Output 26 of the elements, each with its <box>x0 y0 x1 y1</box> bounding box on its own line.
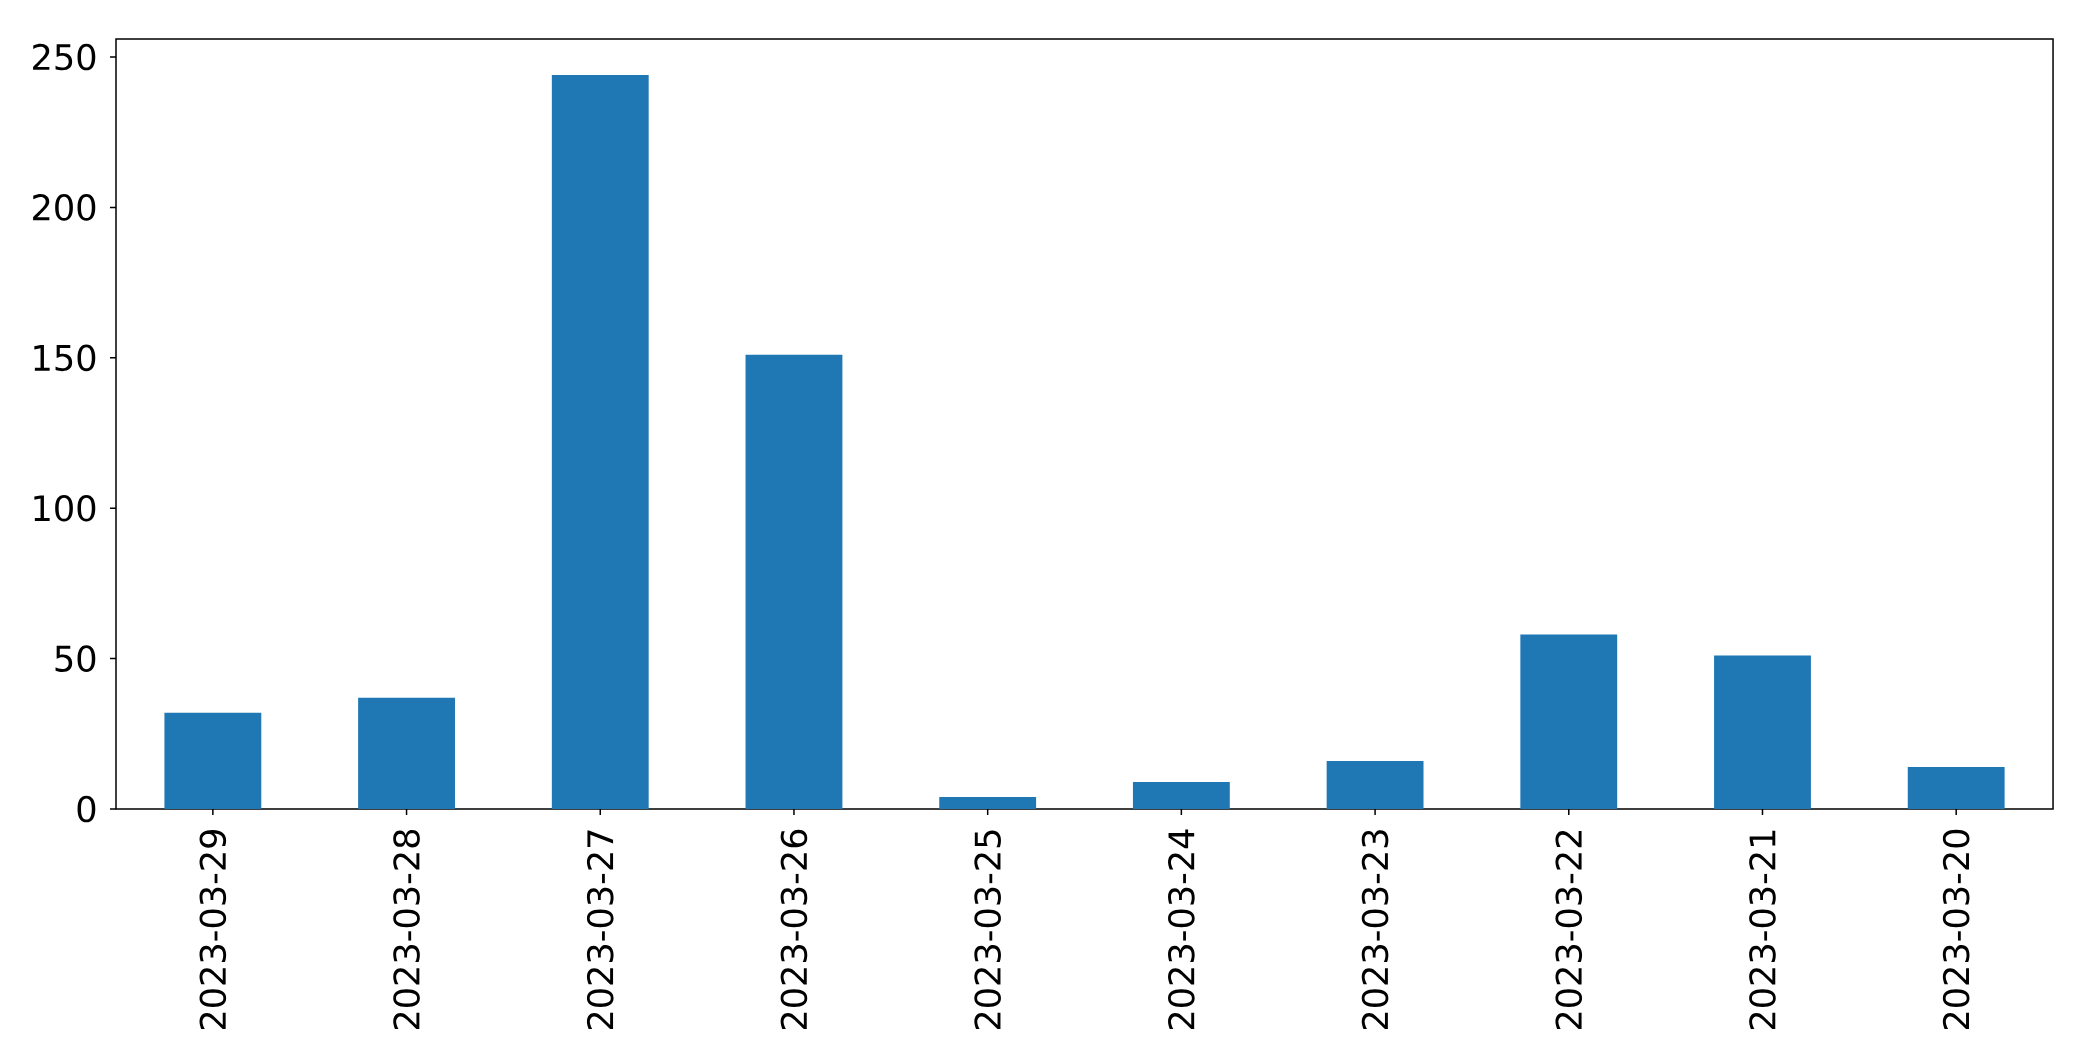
bar <box>1714 655 1811 810</box>
x-tick-label: 2023-03-26 <box>780 829 808 1030</box>
x-tick-label: 2023-03-22 <box>1555 830 1583 1030</box>
x-tick-label: 2023-03-24 <box>1168 829 1195 1030</box>
bar <box>1520 634 1618 810</box>
bar <box>1326 760 1424 810</box>
y-tick-label: 0 <box>77 795 96 823</box>
x-tick-label: 2023-03-20 <box>1942 829 1970 1030</box>
y-tick-label: 200 <box>33 194 96 221</box>
bar <box>939 796 1037 810</box>
bar <box>358 697 455 810</box>
bar <box>745 354 843 810</box>
x-tick-label: 2023-03-29 <box>199 829 227 1030</box>
y-tick-label: 150 <box>34 344 96 372</box>
x-tick-label: 2023-03-21 <box>1749 830 1776 1030</box>
x-tick-label: 2023-03-25 <box>974 830 1001 1030</box>
x-tick-label: 2023-03-27 <box>586 830 614 1030</box>
bar <box>164 712 262 810</box>
bar <box>551 75 649 810</box>
x-tick-label: 2023-03-23 <box>1361 830 1389 1030</box>
bar <box>1132 781 1230 810</box>
bar <box>1907 766 2005 810</box>
y-tick-label: 100 <box>34 494 96 522</box>
y-tick-label: 250 <box>33 43 96 71</box>
y-tick-label: 50 <box>55 645 96 672</box>
x-tick-label: 2023-03-28 <box>393 829 420 1030</box>
